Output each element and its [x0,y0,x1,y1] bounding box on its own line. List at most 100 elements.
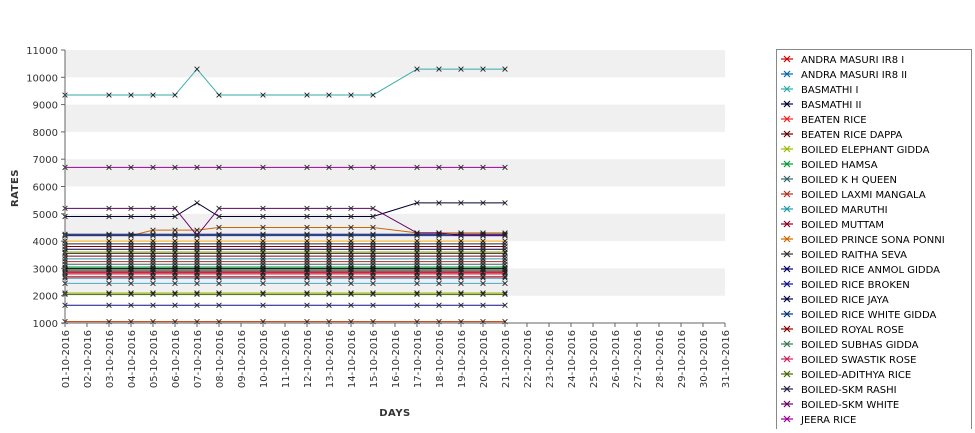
legend-item: BOILED RICE WHITE GIDDA [781,310,937,321]
data-point [414,238,420,244]
data-point [260,224,266,231]
grid-band [65,50,725,78]
y-tick-label: 6000 [33,183,58,194]
y-tick-label: 5000 [33,210,58,221]
data-point [370,238,376,244]
data-point [106,269,112,276]
data-point [304,238,310,244]
legend-marker [783,250,791,258]
data-point [172,249,178,255]
data-point [106,164,112,171]
legend-marker [783,70,791,78]
data-point [370,302,376,308]
legend-item: BOILED RICE ANMOL GIDDA [781,265,940,276]
series-lines [62,66,508,325]
data-point [480,232,486,239]
data-point [326,232,332,239]
data-point [128,232,134,239]
data-point [194,265,200,272]
data-point [128,265,134,272]
data-point [216,291,222,298]
data-point [194,291,200,298]
legend-label: BOILED ELEPHANT GIDDA [801,145,930,156]
data-point [106,302,112,308]
x-tick-label: 17-10-2016 [413,330,424,388]
data-point [172,273,178,280]
data-point [194,164,200,171]
data-point [172,205,178,212]
legend-marker [783,355,791,363]
data-point [348,273,354,280]
legend-item: BASMATHI I [781,85,858,96]
data-point [304,164,310,171]
data-point [436,66,442,72]
x-tick-label: 27-10-2016 [633,330,644,388]
data-point [260,232,266,239]
series-26 [62,280,508,287]
data-point [216,249,222,255]
data-point [260,249,266,255]
data-point [150,302,156,308]
data-point [458,200,464,206]
legend-label: BASMATHI II [801,100,861,111]
data-point [502,200,508,206]
data-point [128,291,134,298]
series-20 [62,269,508,276]
data-point [304,269,310,276]
data-point [370,269,376,276]
legend-label: BEATEN RICE DAPPA [801,130,902,141]
legend-marker [783,340,791,348]
legend-item: BOILED MARUTHI [781,205,888,216]
y-tick-label: 9000 [33,101,58,112]
data-point [194,227,200,233]
data-point [150,205,156,212]
legend-label: JEERA RICE [800,415,856,426]
data-point [326,291,332,298]
legend-label: BOILED RICE BROKEN [801,280,910,291]
x-tick-label: 18-10-2016 [435,330,446,388]
series-24 [62,164,508,171]
data-point [436,280,442,287]
legend-item: BOILED MUTTAM [781,220,884,231]
legend-box [776,49,972,433]
x-tick-label: 07-10-2016 [193,330,204,388]
legend-item: ANDRA MASURI IR8 II [781,70,907,81]
data-point [414,269,420,276]
data-point [370,92,376,98]
data-point [260,269,266,276]
data-point [414,230,420,236]
data-point [370,249,376,255]
y-axis-label: RATES [10,169,21,207]
legend-marker [783,325,791,333]
data-point [348,265,354,272]
axes: 1000 2000 3000 4000 5000 6000 7000 8000 9000 1000… [26,46,732,388]
data-point [436,164,442,171]
data-point [370,164,376,171]
data-point [458,164,464,171]
data-point [480,200,486,206]
legend-label: BOILED-SKM RASHI [801,385,897,396]
data-point [370,291,376,298]
data-point [304,302,310,308]
legend-marker [783,235,791,243]
y-tick-label: 3000 [33,264,58,275]
data-point [370,265,376,272]
data-point [260,92,266,98]
data-point [326,249,332,255]
data-point [480,265,486,272]
legend-label: BOILED-SKM WHITE [801,400,899,411]
legend-label: BOILED HAMSA [801,160,878,171]
data-point [106,232,112,239]
data-point [502,280,508,287]
data-point [458,291,464,298]
data-point [260,164,266,171]
data-point [260,302,266,308]
legend-item: BOILED HAMSA [781,160,878,171]
legend-marker [783,310,791,318]
data-point [436,265,442,272]
legend-label: BOILED-ADITHYA RICE [801,370,911,381]
x-tick-label: 09-10-2016 [237,330,248,388]
data-point [348,92,354,98]
